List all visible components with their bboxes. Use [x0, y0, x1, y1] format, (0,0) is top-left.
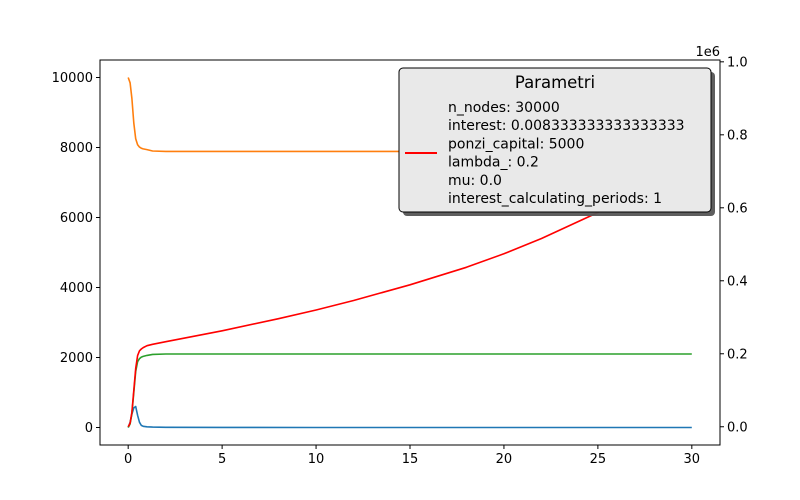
x-tick-label: 30: [684, 452, 701, 467]
series-line-3: [127, 353, 692, 428]
legend-box: [398, 67, 712, 213]
right-y-tick-label: 0.2: [727, 347, 748, 362]
right-y-tick-label: 0.0: [727, 420, 748, 435]
x-tick-label: 5: [218, 452, 226, 467]
right-axis-offset-label: 1e6: [695, 45, 720, 60]
right-y-tick-label: 0.6: [727, 201, 748, 216]
x-tick-label: 0: [124, 452, 132, 467]
left-y-tick-label: 10000: [52, 71, 93, 86]
x-tick-label: 25: [590, 452, 607, 467]
legend-line-2: interest: 0.008333333333333333: [448, 118, 685, 134]
series-line-1: [127, 405, 692, 429]
legend-line-1: n_nodes: 30000: [448, 100, 560, 116]
legend-line-5: mu: 0.0: [448, 173, 502, 189]
left-y-tick-label: 0: [85, 421, 93, 436]
right-y-tick-label: 0.8: [727, 128, 748, 143]
left-y-tick-label: 8000: [60, 141, 93, 156]
x-tick-label: 15: [402, 452, 419, 467]
right-y-tick-label: 1.0: [727, 55, 748, 70]
legend-line-4: lambda_: 0.2: [448, 155, 539, 171]
left-y-tick-label: 6000: [60, 211, 93, 226]
x-tick-label: 10: [308, 452, 325, 467]
series-line-4: [127, 159, 693, 428]
left-y-tick-label: 4000: [60, 281, 93, 296]
left-y-axis-ticks: 0 2000 4000 6000 8000 10000: [52, 71, 100, 436]
legend-line-3: ponzi_capital: 5000: [448, 136, 584, 152]
x-tick-label: 20: [496, 452, 513, 467]
left-y-tick-label: 2000: [60, 351, 93, 366]
legend-title: Parametri: [515, 73, 595, 92]
right-y-axis-ticks: 0.0 0.2 0.4 0.6 0.8 1.0: [720, 55, 748, 435]
legend-line-6: interest_calculating_periods: 1: [448, 191, 662, 207]
legend-text-lines: n_nodes: 30000 interest: 0.00833333333333…: [448, 100, 685, 207]
x-axis-ticks: 0 5 10 15 20 25 30: [124, 445, 700, 467]
right-y-tick-label: 0.4: [727, 274, 748, 289]
legend: Parametri n_nodes: 30000 interest: 0.0083…: [398, 67, 715, 216]
